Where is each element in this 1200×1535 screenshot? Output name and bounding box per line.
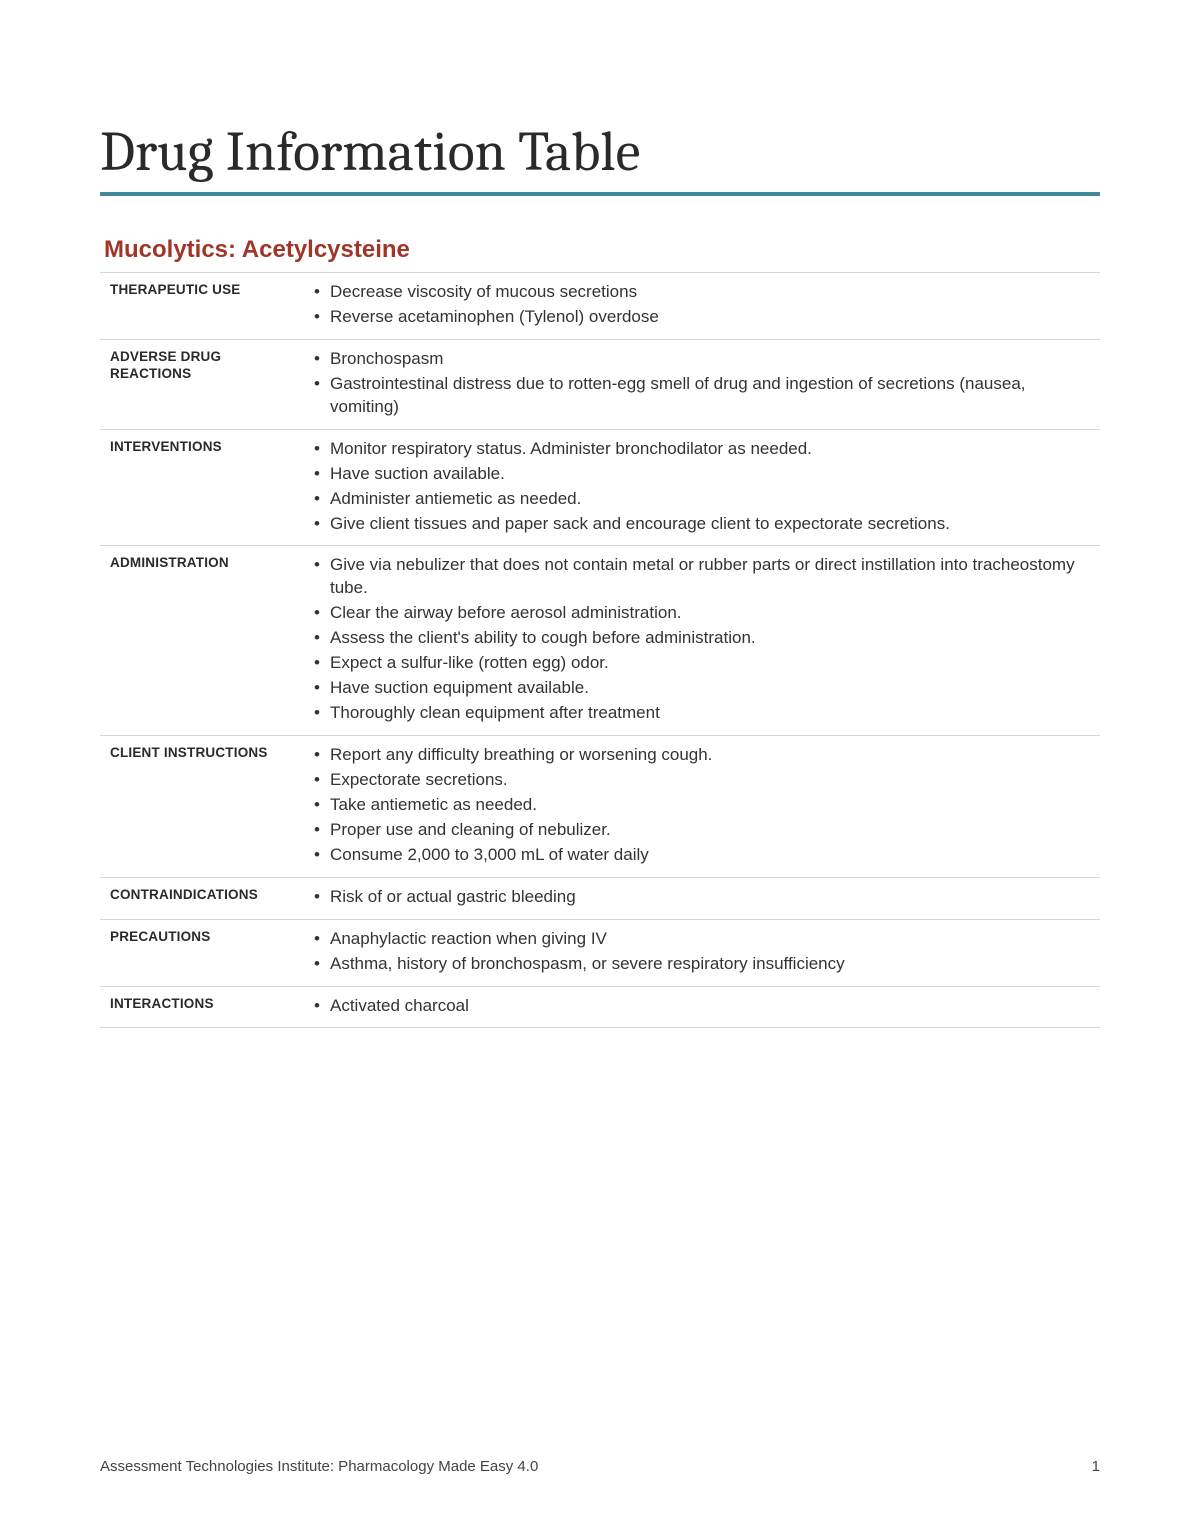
row-label: INTERVENTIONS [100, 429, 300, 546]
bullet-list: Report any difficulty breathing or worse… [310, 744, 1090, 867]
page-title: Drug Information Table [100, 120, 1100, 196]
bullet-list: Monitor respiratory status. Administer b… [310, 438, 1090, 536]
row-label: PRECAUTIONS [100, 919, 300, 986]
table-row: INTERVENTIONS Monitor respiratory status.… [100, 429, 1100, 546]
row-content: BronchospasmGastrointestinal distress du… [300, 339, 1100, 429]
page-footer: Assessment Technologies Institute: Pharm… [100, 1458, 1100, 1475]
bullet-list: Decrease viscosity of mucous secretionsR… [310, 281, 1090, 329]
footer-source: Assessment Technologies Institute: Pharm… [100, 1458, 538, 1475]
list-item: Assess the client's ability to cough bef… [310, 627, 1090, 650]
row-content: Activated charcoal [300, 986, 1100, 1028]
list-item: Bronchospasm [310, 348, 1090, 371]
list-item: Clear the airway before aerosol administ… [310, 602, 1090, 625]
list-item: Expectorate secretions. [310, 769, 1090, 792]
table-row: CLIENT INSTRUCTIONS Report any difficulty… [100, 736, 1100, 878]
list-item: Proper use and cleaning of nebulizer. [310, 819, 1090, 842]
list-item: Give via nebulizer that does not contain… [310, 554, 1090, 600]
table-row: THERAPEUTIC USEDecrease viscosity of muc… [100, 273, 1100, 340]
list-item: Asthma, history of bronchospasm, or seve… [310, 953, 1090, 976]
row-label: INTERACTIONS [100, 986, 300, 1028]
row-content: Decrease viscosity of mucous secretionsR… [300, 273, 1100, 340]
row-label: THERAPEUTIC USE [100, 273, 300, 340]
row-content: Risk of or actual gastric bleeding [300, 877, 1100, 919]
table-row: INTERACTIONS Activated charcoal [100, 986, 1100, 1028]
table-row: ADMINISTRATIONGive via nebulizer that do… [100, 546, 1100, 736]
row-label: ADMINISTRATION [100, 546, 300, 736]
list-item: Decrease viscosity of mucous secretions [310, 281, 1090, 304]
list-item: Give client tissues and paper sack and e… [310, 513, 1090, 536]
row-content: Anaphylactic reaction when giving IVAsth… [300, 919, 1100, 986]
table-row: ADVERSE DRUG REACTIONSBronchospasmGastro… [100, 339, 1100, 429]
list-item: Activated charcoal [310, 995, 1090, 1018]
row-content: Report any difficulty breathing or worse… [300, 736, 1100, 878]
list-item: Thoroughly clean equipment after treatme… [310, 702, 1090, 725]
row-label: ADVERSE DRUG REACTIONS [100, 339, 300, 429]
bullet-list: Give via nebulizer that does not contain… [310, 554, 1090, 725]
row-label: CLIENT INSTRUCTIONS [100, 736, 300, 878]
drug-info-table: THERAPEUTIC USEDecrease viscosity of muc… [100, 272, 1100, 1028]
bullet-list: Activated charcoal [310, 995, 1090, 1018]
list-item: Report any difficulty breathing or worse… [310, 744, 1090, 767]
list-item: Take antiemetic as needed. [310, 794, 1090, 817]
list-item: Reverse acetaminophen (Tylenol) overdose [310, 306, 1090, 329]
list-item: Have suction equipment available. [310, 677, 1090, 700]
bullet-list: Risk of or actual gastric bleeding [310, 886, 1090, 909]
table-row: PRECAUTIONSAnaphylactic reaction when gi… [100, 919, 1100, 986]
row-label: CONTRAINDICATIONS [100, 877, 300, 919]
list-item: Consume 2,000 to 3,000 mL of water daily [310, 844, 1090, 867]
list-item: Administer antiemetic as needed. [310, 488, 1090, 511]
list-item: Risk of or actual gastric bleeding [310, 886, 1090, 909]
table-row: CONTRAINDICATIONS Risk of or actual gastr… [100, 877, 1100, 919]
list-item: Gastrointestinal distress due to rotten-… [310, 373, 1090, 419]
drug-subtitle: Mucolytics: Acetylcysteine [100, 236, 1100, 264]
list-item: Expect a sulfur-like (rotten egg) odor. [310, 652, 1090, 675]
list-item: Anaphylactic reaction when giving IV [310, 928, 1090, 951]
bullet-list: BronchospasmGastrointestinal distress du… [310, 348, 1090, 419]
row-content: Monitor respiratory status. Administer b… [300, 429, 1100, 546]
row-content: Give via nebulizer that does not contain… [300, 546, 1100, 736]
bullet-list: Anaphylactic reaction when giving IVAsth… [310, 928, 1090, 976]
footer-page-number: 1 [1092, 1458, 1100, 1475]
list-item: Monitor respiratory status. Administer b… [310, 438, 1090, 461]
list-item: Have suction available. [310, 463, 1090, 486]
